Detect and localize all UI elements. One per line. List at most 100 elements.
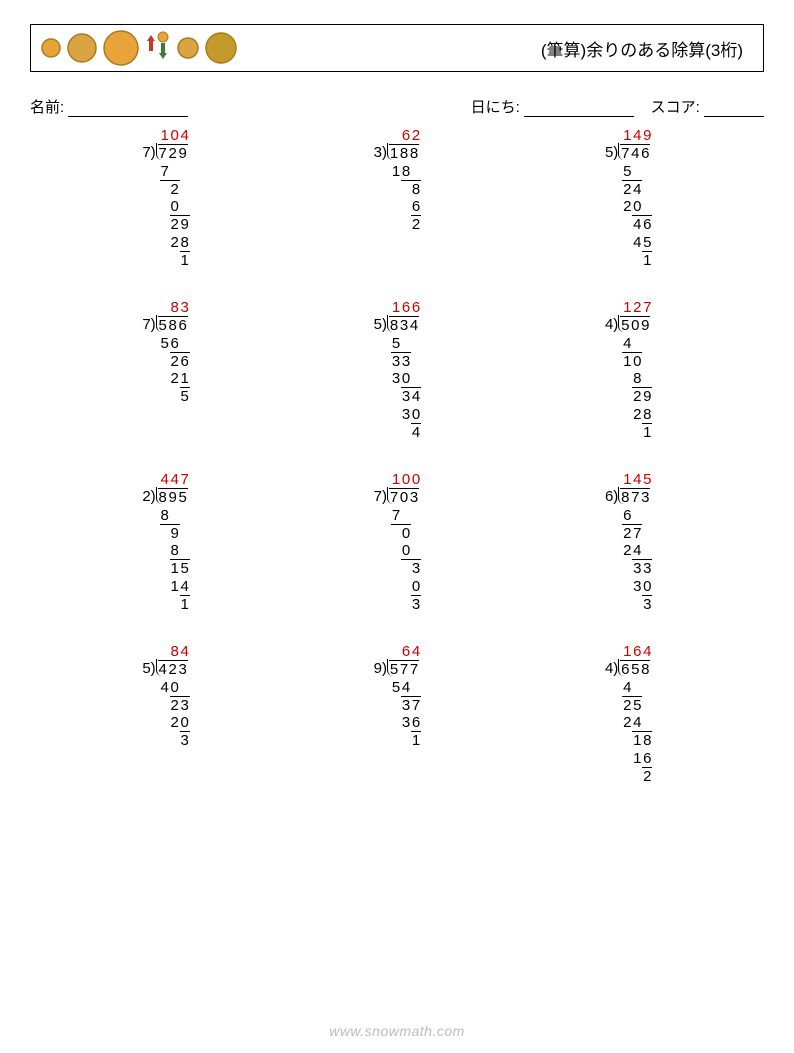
quotient: 149 xyxy=(622,127,652,144)
work-row: 34 xyxy=(373,387,421,405)
work-row: 4 xyxy=(604,679,652,696)
dividend: 834 xyxy=(389,316,419,334)
work-row: 33 xyxy=(604,559,652,577)
divisor: 3) xyxy=(373,144,389,162)
divisor: 4) xyxy=(604,660,620,678)
work-row: 3 xyxy=(373,595,421,613)
quotient: 447 xyxy=(160,471,190,488)
work-row: 8 xyxy=(373,180,421,198)
date-label: 日にち: xyxy=(471,99,520,116)
dividend: 577 xyxy=(389,660,419,678)
quotient: 145 xyxy=(622,471,652,488)
dividend: 658 xyxy=(620,660,650,678)
score-blank xyxy=(704,102,764,117)
divisor: 7) xyxy=(142,316,158,334)
dividend: 873 xyxy=(620,488,650,506)
work-row: 1 xyxy=(604,251,652,269)
work-row: 2 xyxy=(604,767,652,785)
divisor: 5) xyxy=(142,660,158,678)
work-row: 7 xyxy=(373,507,421,524)
score-label: スコア: xyxy=(651,99,700,116)
work-row: 15 xyxy=(142,559,190,577)
work-row: 9 xyxy=(142,524,190,542)
work-row: 18 xyxy=(604,731,652,749)
work-row: 20 xyxy=(142,714,190,731)
work-row: 28 xyxy=(142,234,190,251)
worksheet-title: (筆算)余りのある除算(3桁) xyxy=(541,36,753,61)
work-row: 27 xyxy=(604,524,652,542)
divisor: 6) xyxy=(604,488,620,506)
work-row: 40 xyxy=(142,679,190,696)
coin-icon xyxy=(103,30,139,66)
quotient: 100 xyxy=(391,471,421,488)
quotient: 127 xyxy=(622,299,652,316)
work-row: 0 xyxy=(373,524,421,542)
divisor: 4) xyxy=(604,316,620,334)
dividend: 423 xyxy=(158,660,188,678)
work-row: 10 xyxy=(604,352,652,370)
worksheet-page: (筆算)余りのある除算(3桁) 名前: 日にち: スコア: 1047)72972… xyxy=(0,0,794,1053)
work-row: 1 xyxy=(142,251,190,269)
work-row: 6 xyxy=(604,507,652,524)
division-problem: 1047)72972029281 xyxy=(50,127,281,269)
meta-row: 名前: 日にち: スコア: xyxy=(30,96,764,117)
division-problem: 1665)8345333034304 xyxy=(281,299,512,441)
work-row: 46 xyxy=(604,215,652,233)
division-problem: 1456)8736272433303 xyxy=(513,471,744,613)
work-row: 8 xyxy=(604,370,652,387)
work-row: 30 xyxy=(604,578,652,595)
work-row: 45 xyxy=(604,234,652,251)
work-row: 14 xyxy=(142,578,190,595)
divisor: 2) xyxy=(142,488,158,506)
work-row: 24 xyxy=(604,180,652,198)
divisor: 7) xyxy=(373,488,389,506)
work-row: 5 xyxy=(142,387,190,405)
work-row: 4 xyxy=(373,423,421,441)
work-row: 8 xyxy=(142,542,190,559)
work-row: 1 xyxy=(604,423,652,441)
divisor: 9) xyxy=(373,660,389,678)
work-row: 30 xyxy=(373,370,421,387)
work-row: 37 xyxy=(373,696,421,714)
work-row: 0 xyxy=(142,198,190,215)
work-row: 18 xyxy=(373,163,421,180)
watermark: www.snowmath.com xyxy=(0,1023,794,1039)
currency-icons xyxy=(41,29,237,68)
division-problem: 649)5775437361 xyxy=(281,643,512,785)
dividend: 895 xyxy=(158,488,188,506)
work-row: 0 xyxy=(373,578,421,595)
work-row: 6 xyxy=(373,198,421,215)
work-row: 5 xyxy=(604,163,652,180)
division-problem: 837)5865626215 xyxy=(50,299,281,441)
division-problem: 1495)7465242046451 xyxy=(513,127,744,269)
work-row: 54 xyxy=(373,679,421,696)
coin-icon xyxy=(41,38,61,58)
quotient: 166 xyxy=(391,299,421,316)
work-row: 29 xyxy=(142,215,190,233)
work-row: 2 xyxy=(142,180,190,198)
dividend: 703 xyxy=(389,488,419,506)
work-row: 23 xyxy=(142,696,190,714)
work-row: 2 xyxy=(373,215,421,233)
coin-icon xyxy=(67,33,97,63)
dividend: 188 xyxy=(389,144,419,162)
work-row: 7 xyxy=(142,163,190,180)
work-row: 21 xyxy=(142,370,190,387)
coin-icon xyxy=(177,37,199,59)
dividend: 729 xyxy=(158,144,188,162)
work-row: 1 xyxy=(142,595,190,613)
work-row: 5 xyxy=(373,335,421,352)
division-problem: 623)18818862 xyxy=(281,127,512,269)
divisor: 5) xyxy=(373,316,389,334)
division-problem: 4472)89589815141 xyxy=(50,471,281,613)
dividend: 586 xyxy=(158,316,188,334)
work-row: 20 xyxy=(604,198,652,215)
work-row: 28 xyxy=(604,406,652,423)
work-row: 24 xyxy=(604,542,652,559)
dividend: 746 xyxy=(620,144,650,162)
quotient: 84 xyxy=(160,643,190,660)
dividend: 509 xyxy=(620,316,650,334)
coin-icon xyxy=(205,32,237,64)
division-problem: 1644)6584252418162 xyxy=(513,643,744,785)
work-row: 33 xyxy=(373,352,421,370)
